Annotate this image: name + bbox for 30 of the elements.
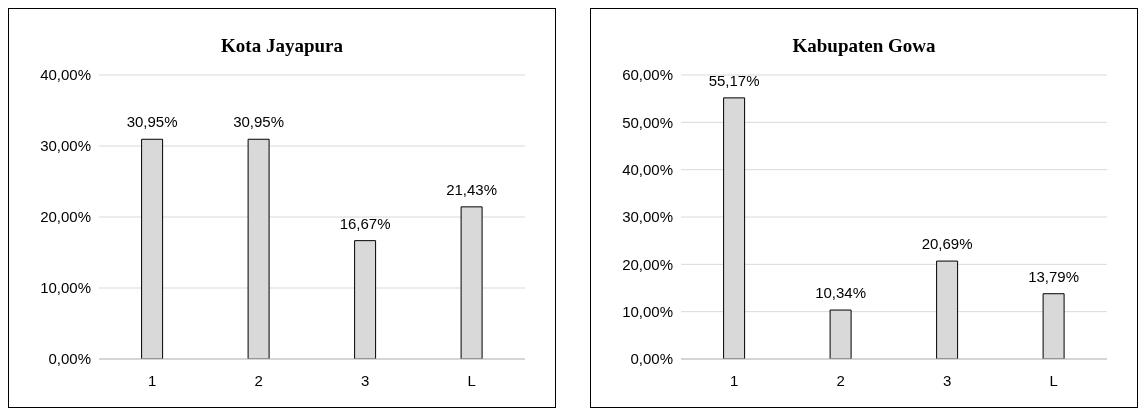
- data-label: 13,79%: [1028, 267, 1080, 285]
- data-label: 20,69%: [921, 235, 973, 253]
- y-tick-label: 0,00%: [630, 350, 673, 368]
- x-tick-label: L: [467, 371, 476, 389]
- data-label: 55,17%: [708, 71, 760, 89]
- x-tick-label: 2: [836, 371, 845, 389]
- y-tick-label: 50,00%: [622, 113, 673, 131]
- y-tick-label: 40,00%: [40, 66, 91, 84]
- x-tick-label: 1: [148, 371, 157, 389]
- y-tick-label: 40,00%: [622, 160, 673, 178]
- x-tick-label: L: [1049, 371, 1058, 389]
- y-tick-label: 30,00%: [40, 137, 91, 155]
- x-tick-label: 2: [254, 371, 263, 389]
- x-tick-label: 1: [730, 371, 739, 389]
- y-tick-label: 10,00%: [40, 279, 91, 297]
- x-tick-label: 3: [943, 371, 952, 389]
- chart-title: Kota Jayapura: [220, 35, 344, 58]
- y-tick-label: 60,00%: [622, 66, 673, 84]
- data-label: 30,95%: [233, 113, 285, 131]
- data-label: 10,34%: [815, 284, 867, 302]
- data-label: 16,67%: [339, 214, 391, 232]
- y-tick-label: 20,00%: [622, 255, 673, 273]
- y-tick-label: 30,00%: [622, 208, 673, 226]
- y-tick-label: 0,00%: [48, 350, 91, 368]
- x-tick-label: 3: [361, 371, 370, 389]
- y-tick-label: 10,00%: [622, 302, 673, 320]
- y-tick-label: 20,00%: [40, 208, 91, 226]
- data-label: 21,43%: [446, 180, 498, 198]
- chart-title: Kabupaten Gowa: [791, 35, 937, 58]
- data-label: 30,95%: [126, 113, 178, 131]
